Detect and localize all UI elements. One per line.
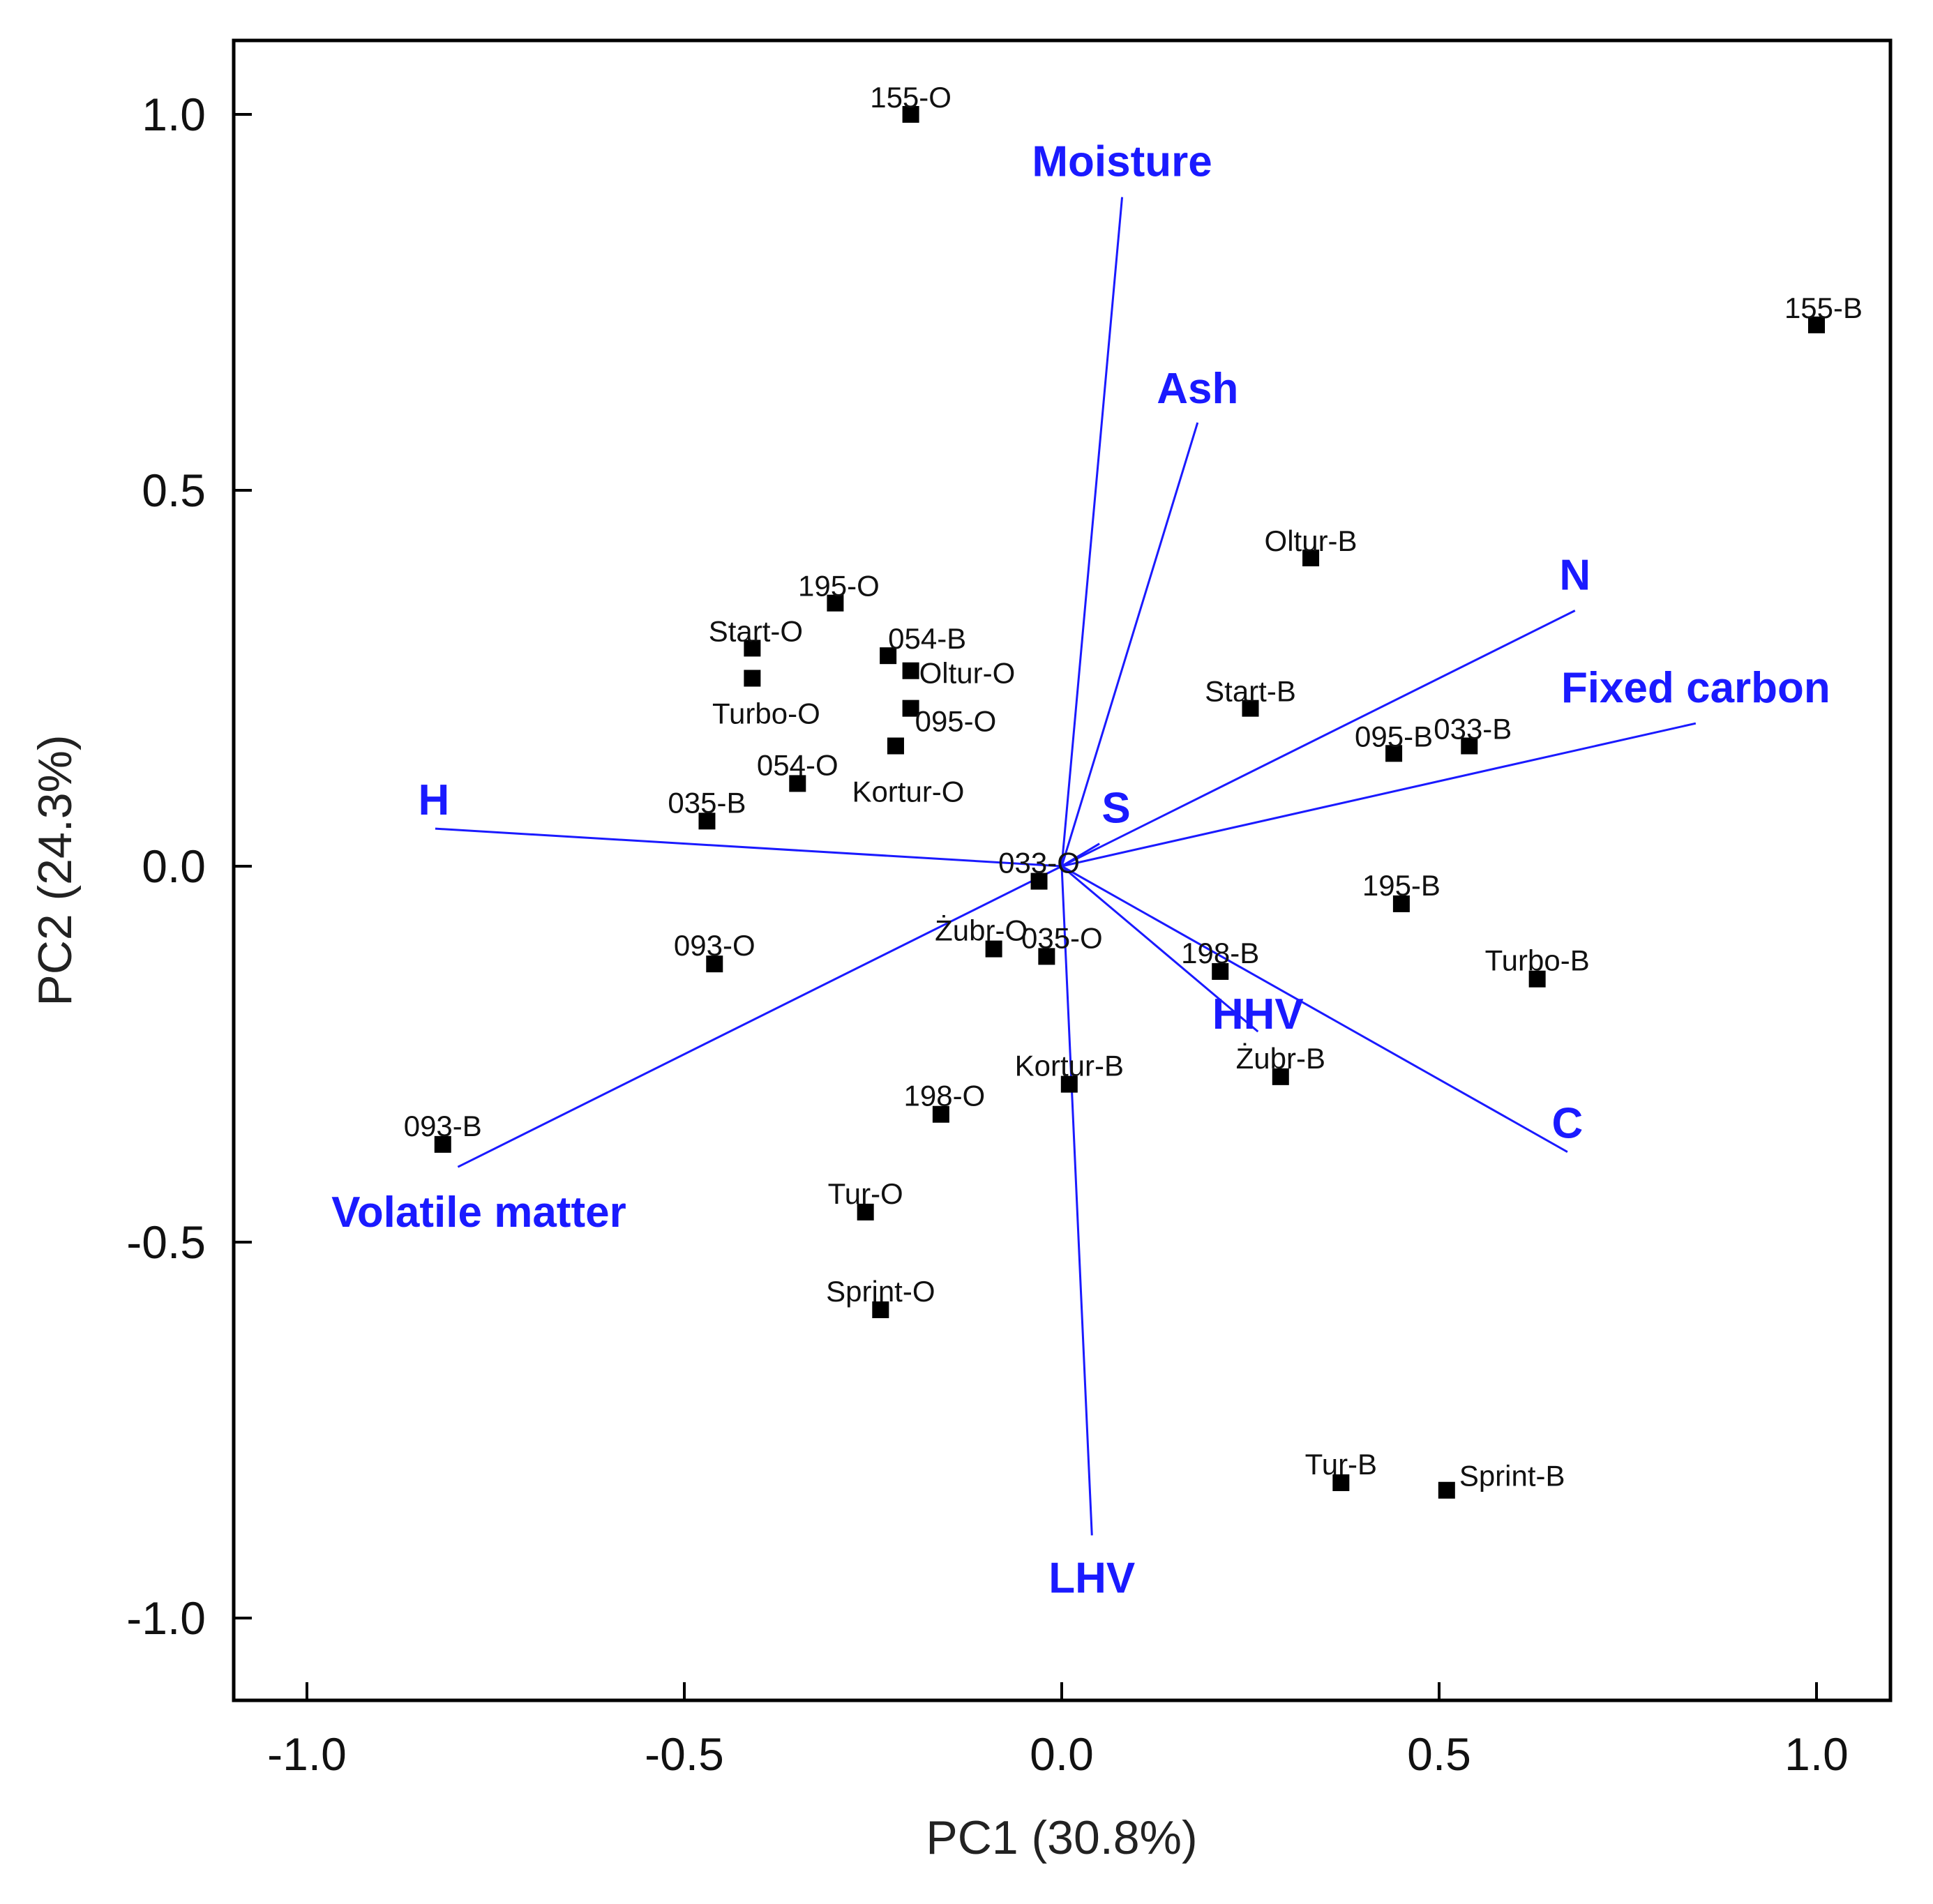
y-tick-label: 0.0: [142, 840, 206, 892]
point-198-b: [1212, 962, 1229, 980]
point-tur-o: [857, 1203, 874, 1221]
point-label-155-o: 155-O: [870, 81, 952, 114]
point-label-033-o: 033-O: [998, 847, 1080, 879]
sample-points: 155-O 155-B Oltur-B 195-O Start-O 054-BOltur-…: [404, 81, 1863, 1499]
point-sprint-b: [1438, 1481, 1455, 1499]
point-label-035-o: 035-O: [1021, 921, 1103, 954]
point-054-o: [789, 775, 806, 792]
point-054-b: [880, 647, 897, 665]
loading-vectors: Moisture Ash N Fixed carbon S H HHV C LHV Volatil…: [331, 138, 1830, 1603]
point-label-054-o: 054-O: [757, 748, 838, 781]
point-label-start-b: Start-B: [1205, 675, 1296, 708]
axis-ticks: -1.0 -0.5 0.0 0.5 1.0 -1.0 -0.5 0.0 0.5 1.0: [126, 89, 1849, 1780]
vector-label-c: C: [1552, 1100, 1584, 1148]
point-label-054-b: 054-B: [888, 622, 966, 655]
y-tick-label: -1.0: [126, 1592, 206, 1644]
point-035-o: [1038, 948, 1055, 965]
point-195-o: [827, 594, 844, 612]
point-label-sprint-b: Sprint-B: [1459, 1460, 1565, 1493]
point-label-zubr-o: Żubr-O: [935, 914, 1028, 947]
y-axis-title: PC2 (24.3%): [29, 734, 82, 1006]
point-oltur-b: [1302, 550, 1320, 567]
vector-label-moisture: Moisture: [1032, 138, 1212, 186]
point-198-o: [932, 1105, 949, 1123]
x-tick-label: 0.0: [1030, 1728, 1094, 1780]
point-093-b: [434, 1135, 451, 1153]
point-label-195-o: 195-O: [798, 570, 880, 603]
point-label-kortur-o: Kortur-O: [852, 776, 964, 808]
point-tur-b: [1332, 1474, 1350, 1491]
x-tick-label: -1.0: [267, 1728, 347, 1780]
x-tick-label: 0.5: [1407, 1728, 1471, 1780]
point-start-o: [744, 640, 761, 657]
point-label-start-o: Start-O: [709, 614, 803, 647]
point-155-o: [902, 106, 919, 123]
vector-label-hhv: HHV: [1212, 990, 1304, 1038]
point-label-zubr-b: Żubr-B: [1236, 1042, 1325, 1075]
vector-ash: [1060, 422, 1199, 867]
point-label-oltur-o: Oltur-O: [919, 657, 1016, 690]
point-label-155-b: 155-B: [1784, 292, 1863, 324]
point-label-093-b: 093-B: [404, 1110, 482, 1142]
vector-n: [1061, 610, 1576, 868]
point-195-b: [1392, 895, 1410, 912]
point-label-093-o: 093-O: [674, 929, 755, 962]
point-033-b: [1461, 737, 1478, 755]
vector-hhv: [1061, 865, 1259, 1033]
vector-label-h: H: [419, 776, 450, 824]
point-label-turbo-b: Turbo-B: [1485, 944, 1590, 977]
vector-s: [1061, 843, 1100, 868]
x-tick-label: -0.5: [645, 1728, 724, 1780]
vector-label-volatile-matter: Volatile matter: [331, 1188, 626, 1237]
point-start-b: [1242, 700, 1259, 717]
point-sprint-o: [872, 1301, 889, 1319]
vector-label-n: N: [1559, 551, 1590, 599]
point-label-198-b: 198-B: [1181, 937, 1259, 969]
vector-fixed-carbon: [1061, 722, 1697, 868]
point-label-033-b: 033-B: [1434, 713, 1512, 746]
vector-label-ash: Ash: [1157, 365, 1238, 413]
point-turbo-o: [744, 670, 761, 687]
y-tick-label: 1.0: [142, 89, 206, 140]
vector-lhv: [1060, 866, 1093, 1536]
point-label-095-b: 095-B: [1355, 720, 1433, 753]
point-label-sprint-o: Sprint-O: [826, 1275, 935, 1308]
vector-volatile-matter: [457, 865, 1062, 1168]
vector-label-fixed-carbon: Fixed carbon: [1561, 664, 1830, 712]
y-tick-label: 0.5: [142, 464, 206, 516]
point-155-b: [1808, 316, 1825, 333]
point-label-095-o: 095-O: [915, 705, 997, 738]
vector-label-lhv: LHV: [1048, 1554, 1135, 1602]
point-label-oltur-b: Oltur-B: [1265, 524, 1357, 557]
point-kortur-b: [1060, 1075, 1078, 1093]
point-label-035-b: 035-B: [668, 786, 746, 819]
point-033-o: [1030, 872, 1048, 890]
y-tick-label: -0.5: [126, 1216, 206, 1268]
point-093-o: [706, 955, 723, 973]
point-zubr-o: [985, 940, 1002, 958]
point-label-195-b: 195-B: [1362, 869, 1441, 902]
point-035-b: [698, 813, 716, 830]
point-label-tur-o: Tur-O: [828, 1177, 903, 1210]
vector-h: [435, 827, 1062, 868]
point-oltur-o: [902, 662, 919, 679]
point-label-tur-b: Tur-B: [1305, 1448, 1377, 1481]
point-zubr-b: [1272, 1068, 1289, 1085]
vector-moisture: [1060, 197, 1124, 867]
point-label-turbo-o: Turbo-O: [712, 697, 820, 730]
x-tick-label: 1.0: [1784, 1728, 1849, 1780]
point-turbo-b: [1528, 970, 1546, 988]
vector-label-s: S: [1101, 785, 1130, 833]
point-label-kortur-b: Kortur-B: [1015, 1050, 1124, 1082]
x-axis-title: PC1 (30.8%): [926, 1811, 1197, 1864]
vector-c: [1061, 865, 1568, 1153]
point-095-o: [902, 700, 919, 717]
point-095-b: [1385, 745, 1403, 762]
point-label-198-o: 198-O: [904, 1080, 986, 1112]
point-kortur-o: [887, 737, 904, 755]
